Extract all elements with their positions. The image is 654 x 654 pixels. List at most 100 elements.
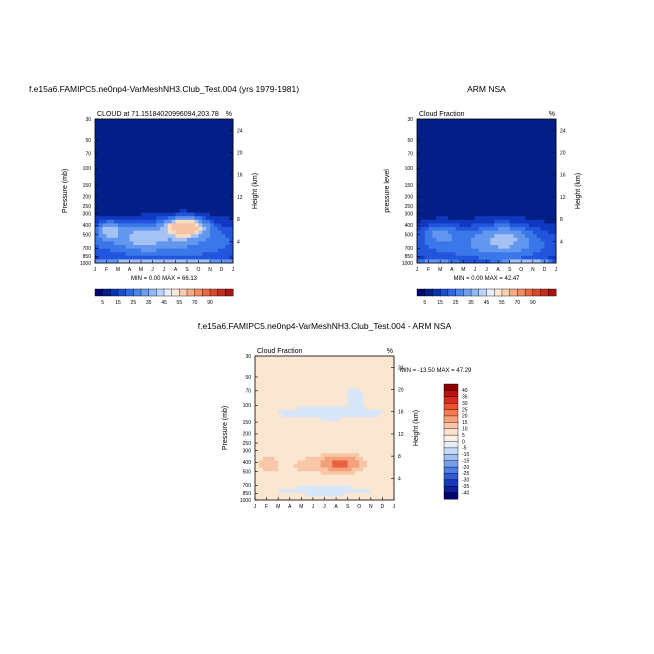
diff-cell <box>320 467 325 472</box>
model-cell <box>137 245 142 249</box>
obs-cell <box>494 212 499 217</box>
model-cell <box>95 151 100 156</box>
model-cell <box>206 248 211 253</box>
obs-cell <box>532 241 538 246</box>
diff-cell <box>278 442 283 447</box>
diff-cell <box>274 485 279 490</box>
diff-cell <box>386 392 391 396</box>
obs-cell <box>463 155 468 159</box>
obs-cell <box>440 245 445 249</box>
obs-cell <box>486 180 491 185</box>
model-cell <box>183 219 188 224</box>
obs-cell <box>548 122 553 127</box>
model-cell <box>160 165 165 170</box>
obs-cell <box>424 144 429 149</box>
obs-cell <box>420 147 426 152</box>
diff-cell <box>374 496 379 501</box>
model-cell <box>95 248 100 253</box>
model-cell <box>148 234 153 239</box>
obs-cell <box>471 255 476 260</box>
model-cell <box>179 176 184 181</box>
obs-cell <box>428 155 433 159</box>
diff-cell <box>351 435 356 440</box>
obs-cell <box>521 137 526 141</box>
diff-cell <box>336 435 341 440</box>
diff-cell <box>378 370 383 375</box>
obs-cell <box>552 133 557 138</box>
model-cell <box>190 227 196 231</box>
obs-cell <box>486 147 491 152</box>
model-cell <box>210 205 215 210</box>
obs-cell <box>532 119 538 123</box>
diff-cell <box>324 489 329 494</box>
model-cell <box>98 129 104 134</box>
diff-cell <box>278 392 283 396</box>
diff-cell <box>270 410 275 414</box>
obs-cell <box>552 169 557 174</box>
diff-cell <box>382 460 387 465</box>
diff-cell <box>305 366 310 371</box>
model-cell <box>213 173 219 177</box>
obs-cell <box>517 205 522 210</box>
diff-cell <box>297 377 302 382</box>
model-cell <box>98 173 104 177</box>
obs-cell <box>509 234 514 239</box>
model-cell <box>121 245 127 249</box>
obs-cell <box>482 230 487 235</box>
obs-cell <box>482 137 487 141</box>
diff-cell <box>355 399 360 404</box>
diff-cell <box>347 478 352 483</box>
diff-cell <box>320 492 325 497</box>
model-cell <box>206 219 211 224</box>
model-cell <box>110 209 115 213</box>
obs-cell <box>490 252 495 257</box>
model-colorbar-label: 55 <box>177 300 183 306</box>
diff-cell <box>355 482 360 486</box>
diff-cell <box>366 435 372 440</box>
obs-ytick-label: 100 <box>405 166 414 172</box>
model-cell <box>156 212 161 217</box>
diff-cell <box>359 392 364 396</box>
diff-cell <box>262 392 267 396</box>
model-cell <box>187 187 192 192</box>
diff-cell <box>255 366 260 371</box>
obs-cell <box>474 129 480 134</box>
obs-cell <box>467 241 472 246</box>
model-cell <box>164 252 169 257</box>
obs-cell <box>451 245 457 249</box>
model-cell <box>198 234 203 239</box>
model-cell <box>118 255 123 260</box>
model-cell <box>121 212 127 217</box>
diff-cell <box>274 388 279 393</box>
model-cell <box>114 129 119 134</box>
obs-cell <box>498 209 503 213</box>
diff-cell <box>370 377 376 382</box>
diff-cell <box>339 485 345 490</box>
model-cell <box>95 119 100 123</box>
diff-cell <box>255 424 260 429</box>
model-cell <box>144 227 150 231</box>
diff-cell <box>363 424 368 429</box>
diff-cell <box>285 428 291 432</box>
obs-cell <box>417 151 422 156</box>
model-cell <box>206 180 211 185</box>
diff-cell <box>309 456 314 461</box>
diff-cell <box>255 388 260 393</box>
model-cell <box>210 173 215 177</box>
model-cell <box>133 173 138 177</box>
obs-cell <box>498 180 503 185</box>
obs-cell <box>498 212 503 217</box>
diff-cell <box>258 381 264 386</box>
model-cell <box>144 169 150 174</box>
model-cell <box>156 237 161 242</box>
model-cell <box>152 140 157 145</box>
model-cell <box>217 155 222 159</box>
diff-cell <box>270 431 275 436</box>
model-cell <box>156 248 161 253</box>
model-cell <box>171 183 176 188</box>
model-cell <box>217 165 222 170</box>
diff-cell <box>316 356 322 360</box>
model-cell <box>167 209 173 213</box>
obs-cell <box>451 237 457 242</box>
diff-cell <box>332 388 337 393</box>
